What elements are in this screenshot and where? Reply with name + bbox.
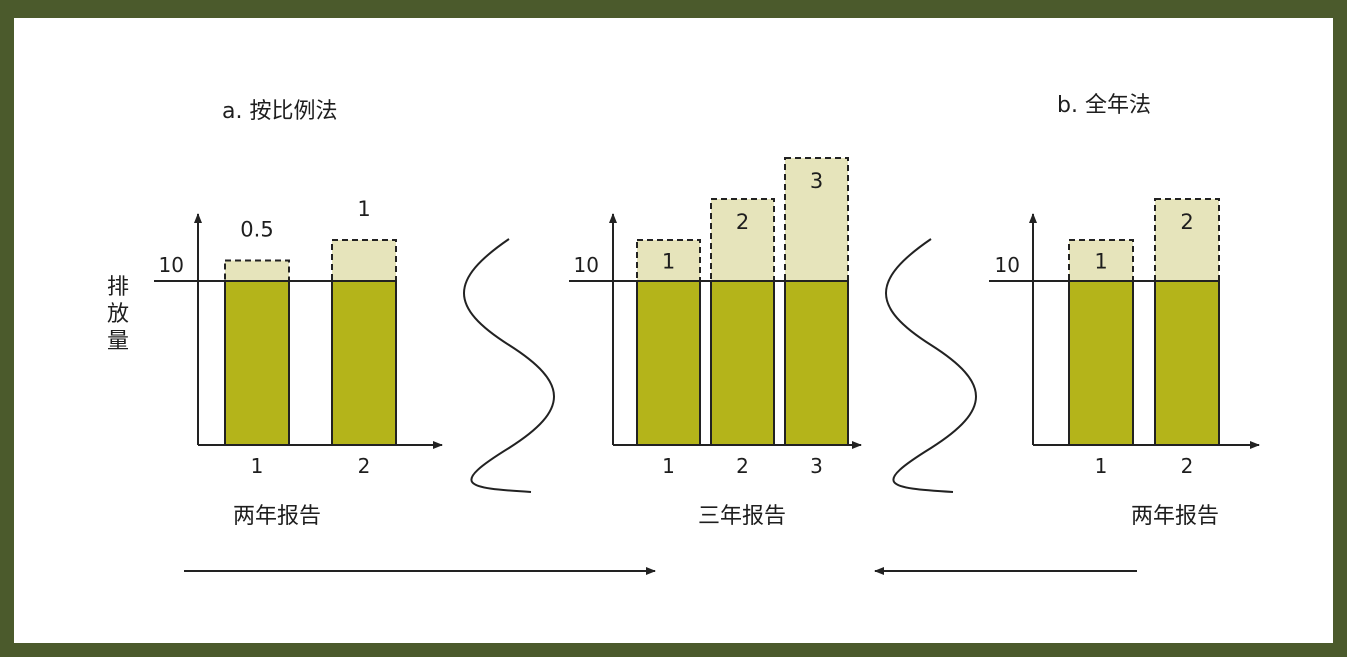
base-bar <box>224 280 290 446</box>
x-tick-label: 3 <box>810 454 823 478</box>
extra-value-label: 2 <box>1180 210 1193 234</box>
base-bar <box>784 280 849 446</box>
x-tick-label: 2 <box>1181 454 1194 478</box>
base-bar <box>1068 280 1134 446</box>
base-bar <box>636 280 701 446</box>
extra-value-label: 1 <box>357 197 370 221</box>
method-b-title: b. 全年法 <box>1057 93 1151 118</box>
extra-value-label: 1 <box>662 250 675 274</box>
diagram-panel: a. 按比例法 b. 全年法 排 放 量 0.5 1 1 2 10 两年报告 1 1 2 2 3 3 1… <box>14 18 1333 643</box>
chart-caption: 三年报告 <box>698 504 786 529</box>
baseline-label: 10 <box>995 253 1020 277</box>
extra-value-label: 1 <box>1094 250 1107 274</box>
x-tick-label: 2 <box>358 454 371 478</box>
extra-bar <box>1154 198 1220 282</box>
chart-caption: 两年报告 <box>1131 504 1219 529</box>
x-tick-label: 2 <box>736 454 749 478</box>
extra-value-label: 2 <box>736 210 749 234</box>
extra-bar <box>1068 239 1134 282</box>
baseline-label: 10 <box>159 253 184 277</box>
wavy-separator-left <box>463 238 555 493</box>
x-tick-label: 1 <box>1095 454 1108 478</box>
baseline-label: 10 <box>574 253 599 277</box>
extra-bar <box>224 259 290 282</box>
base-bar <box>710 280 775 446</box>
chart-caption: 两年报告 <box>233 504 321 529</box>
extra-value-label: 0.5 <box>240 218 273 242</box>
extra-bar <box>331 239 397 282</box>
y-axis-label-char: 排 <box>107 275 129 300</box>
x-tick-label: 1 <box>662 454 675 478</box>
y-axis-label-char: 放 <box>107 302 129 327</box>
y-axis-label: 排 放 量 <box>107 275 129 354</box>
extra-bar <box>710 198 775 282</box>
wavy-separator-right <box>885 238 977 493</box>
base-bar <box>1154 280 1220 446</box>
y-axis-label-char: 量 <box>107 329 129 354</box>
method-a-title: a. 按比例法 <box>222 99 337 124</box>
base-bar <box>331 280 397 446</box>
extra-bar <box>784 157 849 282</box>
charts-layer: 0.5 1 1 2 10 两年报告 1 1 2 2 3 3 10 三年报告 1 1 2 2 10 两年报告 <box>154 157 1260 529</box>
x-tick-label: 1 <box>251 454 264 478</box>
emission-reporting-diagram: a. 按比例法 b. 全年法 排 放 量 0.5 1 1 2 10 两年报告 1 1 2 2 3 3 1… <box>107 93 1260 575</box>
extra-value-label: 3 <box>810 169 823 193</box>
